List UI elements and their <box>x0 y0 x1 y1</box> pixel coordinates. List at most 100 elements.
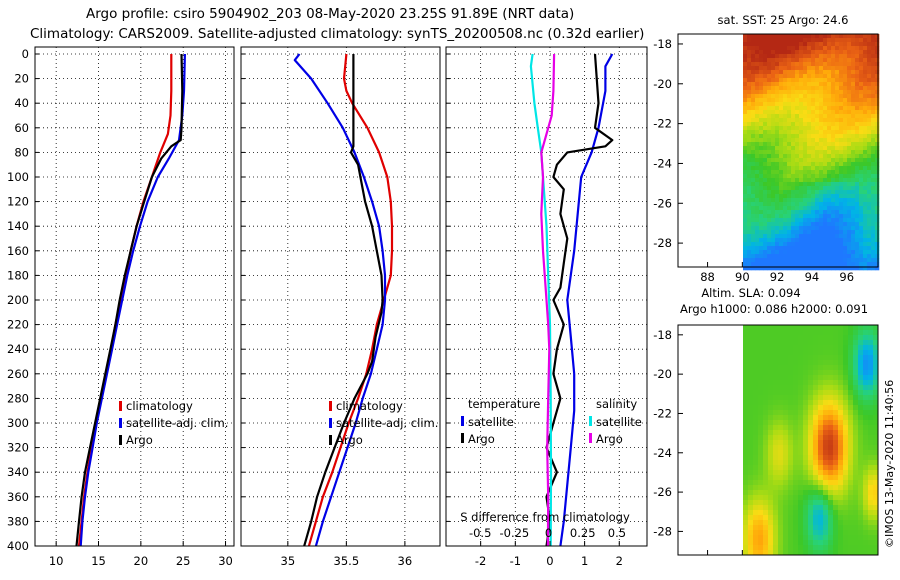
sst-cell <box>859 246 864 251</box>
sst-cell <box>815 130 820 135</box>
sst-cell <box>815 186 820 191</box>
sst-cell <box>843 226 848 231</box>
sst-cell <box>859 218 864 223</box>
sst-cell <box>867 154 872 159</box>
sst-cell <box>831 82 836 87</box>
sst-cell <box>839 190 844 195</box>
sst-cell <box>803 218 808 223</box>
sst-cell <box>847 86 852 91</box>
sla-map-ytick-label: -18 <box>653 328 672 342</box>
sst-cell <box>855 206 860 211</box>
sla-cell <box>818 370 824 376</box>
sst-cell <box>747 226 752 231</box>
sst-cell <box>867 130 872 135</box>
sst-cell <box>815 74 820 79</box>
sst-cell <box>811 38 816 43</box>
sla-cell <box>803 445 809 451</box>
sla-cell <box>808 420 814 426</box>
sst-cell <box>759 206 764 211</box>
sst-cell <box>843 162 848 167</box>
sst-cell <box>843 42 848 47</box>
sst-cell <box>875 86 880 91</box>
sla-cell <box>748 325 754 331</box>
sst-cell <box>803 230 808 235</box>
sst-cell <box>771 226 776 231</box>
sst-cell <box>811 146 816 151</box>
sst-cell <box>815 262 820 267</box>
sst-cell <box>847 110 852 115</box>
sst-cell <box>811 166 816 171</box>
sst-cell <box>859 250 864 255</box>
sla-cell <box>803 470 809 476</box>
sla-cell <box>853 450 859 456</box>
sla-cell <box>813 420 819 426</box>
sst-cell <box>847 262 852 267</box>
sst-cell <box>747 58 752 63</box>
sst-cell <box>819 86 824 91</box>
sst-cell <box>819 62 824 67</box>
sst-cell <box>871 162 876 167</box>
sst-cell <box>871 198 876 203</box>
sla-cell <box>788 350 794 356</box>
sst-cell <box>835 70 840 75</box>
sla-cell <box>823 365 829 371</box>
sst-cell <box>775 234 780 239</box>
sla-cell <box>873 475 879 481</box>
sla-cell <box>743 390 749 396</box>
sst-cell <box>855 58 860 63</box>
sst-cell <box>831 254 836 259</box>
sst-cell <box>751 230 756 235</box>
sla-cell <box>803 535 809 541</box>
sst-cell <box>759 182 764 187</box>
sst-cell <box>799 102 804 107</box>
sst-cell <box>803 250 808 255</box>
sla-cell <box>743 455 749 461</box>
sst-cell <box>751 70 756 75</box>
sst-cell <box>823 182 828 187</box>
sst-cell <box>791 266 796 271</box>
sla-cell <box>798 425 804 431</box>
sst-cell <box>775 58 780 63</box>
sla-cell <box>823 495 829 501</box>
sst-cell <box>743 182 748 187</box>
sst-cell <box>839 214 844 219</box>
sla-cell <box>783 505 789 511</box>
sst-cell <box>843 202 848 207</box>
sst-cell <box>823 134 828 139</box>
sst-cell <box>819 230 824 235</box>
sla-cell <box>868 360 874 366</box>
sst-cell <box>751 214 756 219</box>
sst-cell <box>863 58 868 63</box>
sst-cell <box>851 54 856 59</box>
sla-cell <box>773 330 779 336</box>
sla-cell <box>838 475 844 481</box>
sla-cell <box>828 355 834 361</box>
sst-cell <box>747 130 752 135</box>
sla-cell <box>868 330 874 336</box>
sla-cell <box>783 440 789 446</box>
sla-cell <box>858 475 864 481</box>
sla-cell <box>763 385 769 391</box>
sst-cell <box>851 210 856 215</box>
sla-cell <box>808 550 814 556</box>
sla-cell <box>758 365 764 371</box>
sla-cell <box>803 485 809 491</box>
sla-cell <box>793 325 799 331</box>
sst-cell <box>775 114 780 119</box>
sst-cell <box>783 82 788 87</box>
sst-cell <box>867 62 872 67</box>
sla-cell <box>793 535 799 541</box>
sla-cell <box>848 415 854 421</box>
sst-cell <box>751 42 756 47</box>
sst-cell <box>855 122 860 127</box>
sst-cell <box>783 242 788 247</box>
sla-cell <box>768 470 774 476</box>
sla-cell <box>843 450 849 456</box>
sst-cell <box>755 90 760 95</box>
sst-cell <box>743 118 748 123</box>
sla-cell <box>858 520 864 526</box>
sla-cell <box>763 425 769 431</box>
sla-cell <box>783 340 789 346</box>
sst-cell <box>839 206 844 211</box>
sst-cell <box>835 162 840 167</box>
